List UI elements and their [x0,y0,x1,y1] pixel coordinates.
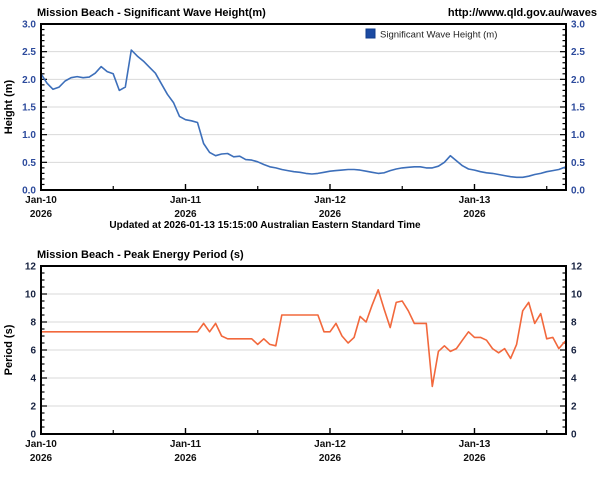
y-tick-label: 2 [30,402,36,413]
wave-height-line [40,49,566,179]
legend-label: Significant Wave Height (m) [380,30,497,41]
y-tick-label: 6 [30,346,36,357]
peak-period-line [40,289,566,388]
y-tick-label: 2 [571,402,577,413]
x-tick-label: 2026 [463,209,486,220]
x-tick-label: Jan-11 [170,439,202,450]
y-tick-label: 10 [25,290,37,301]
y-axis-label: Period (s) [3,324,15,375]
x-tick-label: 2026 [319,453,342,464]
y-tick-label: 2.5 [571,47,585,58]
x-tick-label: Jan-13 [459,195,491,206]
y-tick-label: 3.0 [22,20,36,31]
x-tick-label: 2026 [174,453,197,464]
x-tick-label: 2026 [30,209,53,220]
legend-swatch [365,28,376,39]
y-tick-label: 2.5 [22,47,36,58]
y-tick-label: 8 [30,318,36,329]
y-tick-label: 0.5 [22,158,36,169]
x-tick-label: Jan-13 [459,439,491,450]
y-tick-label: 3.0 [571,20,585,31]
x-tick-label: 2026 [30,453,53,464]
y-tick-label: 12 [25,262,37,273]
wave-height-chart [40,23,567,191]
site-url: http://www.qld.gov.au/waves [448,7,597,19]
y-axis-label: Height (m) [3,79,15,134]
y-tick-label: 2.0 [22,75,36,86]
y-tick-label: 10 [571,290,583,301]
y-tick-label: 1.5 [571,103,585,114]
chart-title: Mission Beach - Significant Wave Height(… [37,7,266,19]
x-tick-label: Jan-11 [170,195,202,206]
x-tick-label: Jan-10 [25,439,57,450]
peak-period-chart [40,265,567,435]
y-tick-label: 12 [571,262,583,273]
updated-text: Updated at 2026-01-13 15:15:00 Australia… [109,220,421,231]
y-tick-label: 0.0 [571,186,585,197]
y-tick-label: 8 [571,318,577,329]
x-tick-label: 2026 [174,209,197,220]
x-tick-label: 2026 [319,209,342,220]
y-tick-label: 6 [571,346,577,357]
y-tick-label: 0.0 [22,186,36,197]
plot-border [40,265,567,435]
y-tick-label: 1.0 [571,130,585,141]
x-tick-label: 2026 [463,453,486,464]
y-tick-label: 4 [571,374,577,385]
y-tick-label: 1.0 [22,130,36,141]
y-tick-label: 0 [30,430,36,441]
y-tick-label: 4 [30,374,36,385]
plot-border [40,23,567,191]
y-tick-label: 1.5 [22,103,36,114]
x-tick-label: Jan-12 [314,195,346,206]
x-tick-label: Jan-12 [314,439,346,450]
y-tick-label: 0 [571,430,577,441]
y-tick-label: 0.5 [571,158,585,169]
y-tick-label: 2.0 [571,75,585,86]
chart-title: Mission Beach - Peak Energy Period (s) [37,249,244,261]
x-tick-label: Jan-10 [25,195,57,206]
